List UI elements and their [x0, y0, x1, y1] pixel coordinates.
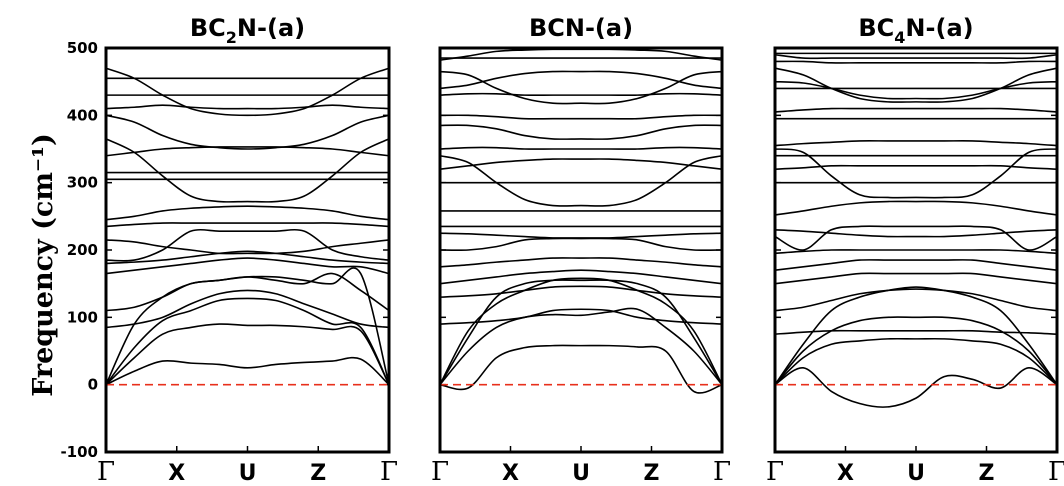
phonon-band: [774, 53, 1058, 60]
y-tick-label: 100: [67, 308, 98, 326]
phonon-band: [439, 146, 723, 150]
phonon-band: [105, 146, 390, 157]
x-tick-label: Γ: [380, 457, 398, 486]
phonon-band: [105, 289, 390, 329]
phonon-band: [439, 307, 723, 386]
phonon-band: [774, 67, 1058, 103]
panel-title: BCN-(a): [529, 14, 633, 42]
panel-title-base: BCN-(a): [529, 14, 633, 42]
phonon-band: [105, 323, 390, 386]
x-tick-label: U: [239, 461, 257, 486]
phonon-band: [439, 257, 723, 268]
phonon-band: [774, 164, 1058, 170]
phonon-band: [105, 222, 390, 228]
x-tick-label: Γ: [713, 457, 731, 486]
phonon-band: [439, 154, 723, 207]
panel-title-subscript: 2: [226, 28, 237, 47]
y-tick-label: 400: [67, 106, 98, 124]
x-tick-label: U: [572, 461, 590, 486]
phonon-band: [774, 316, 1058, 386]
phonon-band: [439, 70, 723, 105]
phonon-band: [774, 329, 1058, 335]
phonon-band: [105, 257, 390, 275]
phonon-band: [439, 279, 723, 386]
phonon-band: [774, 140, 1058, 147]
phonon-band: [105, 356, 390, 386]
panel-title-subscript: 4: [894, 28, 905, 47]
phonon-band: [774, 286, 1058, 386]
phonon-band: [105, 104, 390, 110]
panel-2: BCN-(a) Γ X U Z Γ: [431, 14, 731, 486]
x-tick-label: X: [168, 461, 185, 486]
phonon-band: [439, 114, 723, 120]
x-tick-label: Z: [979, 461, 995, 486]
panel-3: BC4N-(a) Γ X U Z Γ: [766, 14, 1064, 486]
phonon-band: [439, 158, 723, 170]
phonon-band: [439, 92, 723, 97]
phonon-band: [774, 367, 1058, 408]
phonon-band: [774, 80, 1058, 100]
phonon-band: [774, 249, 1058, 255]
panel-1: BC2N-(a) Γ X U Z Γ: [97, 14, 398, 486]
phonon-band: [105, 114, 390, 150]
phonon-band: [105, 239, 390, 255]
phonon-band: [439, 285, 723, 298]
y-tick-label: 0: [88, 376, 98, 394]
x-tick-label: Z: [310, 461, 326, 486]
panel-title: BC4N-(a): [858, 14, 973, 47]
phonon-band: [439, 277, 723, 386]
panel-title-rest: N-(a): [905, 14, 973, 42]
phonon-band: [774, 200, 1058, 216]
panel-title-rest: N-(a): [237, 14, 305, 42]
phonon-band: [439, 308, 723, 325]
x-tick-label: Γ: [766, 457, 784, 486]
phonon-band: [774, 259, 1058, 271]
phonon-band: [105, 250, 390, 265]
phonon-band: [774, 60, 1058, 64]
phonon-band: [105, 272, 390, 312]
phonon-band: [105, 138, 390, 203]
phonon-band: [105, 228, 390, 262]
phonon-band: [105, 205, 390, 221]
phonon-band: [439, 237, 723, 252]
phonon-band: [439, 344, 723, 394]
y-tick-label: 200: [67, 241, 98, 259]
phonon-band: [774, 272, 1058, 285]
phonon-band: [439, 70, 723, 90]
x-tick-label: Z: [644, 461, 660, 486]
panel-title-base: BC: [190, 14, 226, 42]
phonon-band: [774, 225, 1058, 251]
phonon-band: [774, 148, 1058, 199]
phonon-band: [105, 297, 390, 386]
panel-title: BC2N-(a): [190, 14, 305, 47]
x-tick-label: Γ: [431, 457, 449, 486]
y-tick-label: 500: [67, 39, 98, 57]
x-tick-label: Γ: [97, 457, 115, 486]
phonon-band: [439, 124, 723, 140]
y-axis-label: Frequency (cm⁻¹): [28, 133, 59, 397]
phonon-band: [774, 107, 1058, 113]
phonon-band: [105, 67, 390, 117]
phonon-band: [439, 269, 723, 285]
phonon-band: [774, 288, 1058, 312]
panel-frame: [438, 46, 724, 454]
x-tick-label: U: [907, 461, 925, 486]
panel-title-base: BC: [858, 14, 894, 42]
phonon-band: [439, 232, 723, 239]
x-tick-label: X: [837, 461, 854, 486]
y-axis-label-text: Frequency (cm⁻¹): [28, 133, 59, 397]
phonon-band: [774, 229, 1058, 238]
y-tick-label: -100: [60, 443, 98, 461]
x-tick-label: Γ: [1048, 457, 1064, 486]
y-tick-label: 300: [67, 174, 98, 192]
phonon-band: [774, 337, 1058, 386]
x-tick-label: X: [502, 461, 519, 486]
